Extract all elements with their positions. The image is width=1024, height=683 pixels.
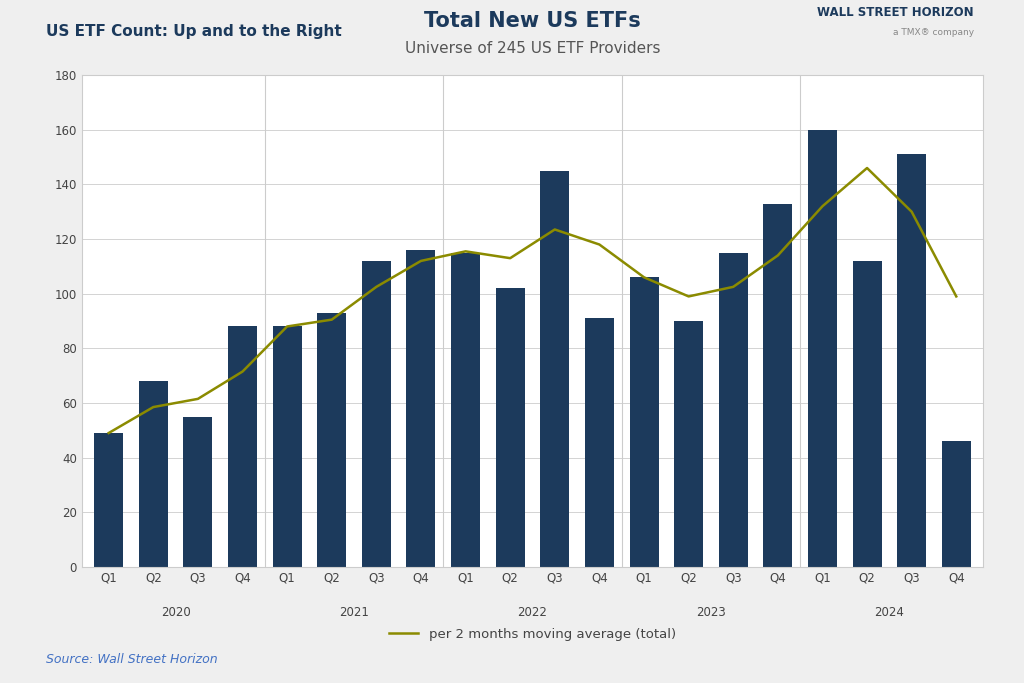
Text: 2024: 2024 [874,606,904,619]
Text: Total New US ETFs: Total New US ETFs [424,11,641,31]
Text: a TMX® company: a TMX® company [893,29,974,38]
Bar [139,381,168,567]
Bar [942,441,971,567]
Text: 2022: 2022 [517,606,548,619]
Bar [541,171,569,567]
Text: 2020: 2020 [161,606,190,619]
Bar [630,277,658,567]
Text: Universe of 245 US ETF Providers: Universe of 245 US ETF Providers [404,41,660,56]
Bar [407,250,435,567]
Bar [94,433,123,567]
Text: WALL STREET HORIZON: WALL STREET HORIZON [817,6,974,19]
Bar [272,326,302,567]
Text: US ETF Count: Up and to the Right: US ETF Count: Up and to the Right [46,24,342,39]
Bar [763,204,793,567]
Bar [674,321,703,567]
Text: 2021: 2021 [339,606,369,619]
Bar [585,318,614,567]
Bar [897,154,926,567]
Bar [183,417,212,567]
Bar [808,130,837,567]
Bar [451,253,480,567]
Bar [496,288,524,567]
Bar [317,313,346,567]
Bar [719,253,748,567]
Bar [228,326,257,567]
Text: 2023: 2023 [696,606,726,619]
Bar [361,261,391,567]
Bar [853,261,882,567]
Legend: per 2 months moving average (total): per 2 months moving average (total) [384,623,681,646]
Text: Source: Wall Street Horizon: Source: Wall Street Horizon [46,653,218,666]
